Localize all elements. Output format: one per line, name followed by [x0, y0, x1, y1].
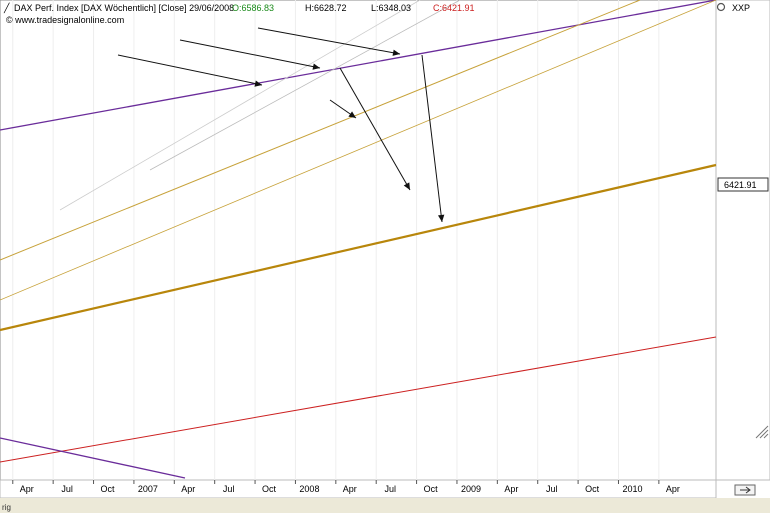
header-title-icon: ╱	[3, 2, 10, 14]
arrow-head	[392, 49, 400, 56]
status-bar	[0, 498, 770, 513]
last-price-value: 6421.91	[724, 180, 757, 190]
header-low: L:6348.03	[371, 3, 411, 13]
x-tick-label: Jul	[384, 484, 396, 494]
arrow-line	[257, 27, 401, 55]
arrow-line	[339, 67, 411, 191]
price-axis-panel	[715, 0, 770, 481]
x-tick-label: Oct	[101, 484, 116, 494]
trend-line	[59, 0, 421, 211]
axis-symbol: XXP	[732, 3, 750, 13]
trend-line	[0, 163, 717, 332]
trend-line	[0, 0, 717, 131]
x-tick-label: 2007	[138, 484, 158, 494]
arrow-head	[348, 111, 356, 118]
gear-icon[interactable]	[716, 2, 726, 12]
arrow-head	[437, 214, 445, 222]
watermark: © www.tradesignalonline.com	[6, 15, 124, 25]
x-tick-label: Apr	[343, 484, 357, 494]
trend-lines	[0, 0, 717, 479]
trend-line	[0, 0, 717, 301]
arrow-line	[421, 54, 443, 223]
annotation-arrows	[117, 27, 445, 223]
trend-line	[149, 0, 461, 171]
grid	[12, 0, 660, 480]
status-text-icon: rig	[2, 503, 11, 512]
header-high: H:6628.72	[305, 3, 347, 13]
last-price-tag: 6421.91	[717, 177, 769, 192]
scroll-right-icon[interactable]	[734, 484, 756, 496]
arrow-head	[403, 182, 410, 190]
x-tick-label: Jul	[61, 484, 73, 494]
plot-area	[0, 0, 717, 481]
arrow-line	[179, 39, 321, 69]
x-tick-label: Apr	[181, 484, 195, 494]
trend-line	[0, 0, 641, 261]
x-tick-label: Jul	[546, 484, 558, 494]
x-tick-label: 2010	[622, 484, 642, 494]
header-instrument: DAX Perf. Index [DAX Wöchentlich] [Close…	[14, 3, 234, 13]
x-tick-label: Apr	[20, 484, 34, 494]
x-axis-ticks: Apr Jul Oct 2007 Apr Jul Oct 2008 Apr Jul Oct 2009 A…	[12, 480, 680, 494]
x-tick-label: Jul	[223, 484, 235, 494]
x-tick-label: Oct	[424, 484, 439, 494]
x-tick-label: Oct	[585, 484, 600, 494]
header-open: O:6586.83	[232, 3, 274, 13]
x-tick-label: 2009	[461, 484, 481, 494]
trend-line	[0, 437, 186, 479]
resize-icon[interactable]	[755, 425, 769, 439]
x-tick-label: Apr	[504, 484, 518, 494]
arrow-head	[254, 80, 262, 87]
trend-line	[0, 336, 717, 463]
arrow-head	[312, 63, 320, 70]
x-tick-label: Apr	[666, 484, 680, 494]
header-close: C:6421.91	[433, 3, 475, 13]
x-tick-label: Oct	[262, 484, 277, 494]
x-tick-label: 2008	[299, 484, 319, 494]
arrow-line	[117, 54, 263, 86]
